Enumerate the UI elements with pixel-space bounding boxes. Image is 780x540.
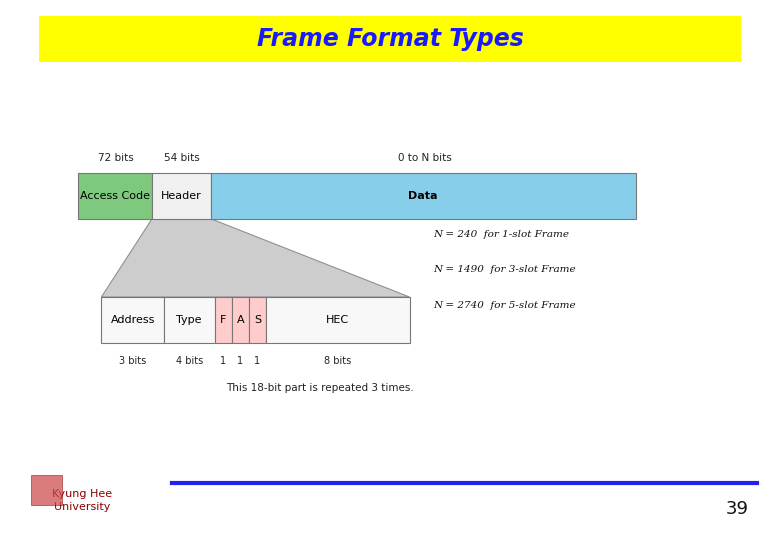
Text: F: F xyxy=(220,315,226,325)
Text: 1: 1 xyxy=(220,356,226,367)
Text: Data: Data xyxy=(409,191,438,201)
Polygon shape xyxy=(101,219,410,297)
FancyBboxPatch shape xyxy=(266,297,410,343)
Text: N = 2740  for 5-slot Frame: N = 2740 for 5-slot Frame xyxy=(433,301,576,309)
Text: Header: Header xyxy=(161,191,202,201)
Text: N = 240  for 1-slot Frame: N = 240 for 1-slot Frame xyxy=(433,231,569,239)
FancyBboxPatch shape xyxy=(164,297,214,343)
Text: N = 1490  for 3-slot Frame: N = 1490 for 3-slot Frame xyxy=(433,266,576,274)
FancyBboxPatch shape xyxy=(78,173,152,219)
FancyBboxPatch shape xyxy=(232,297,249,343)
FancyBboxPatch shape xyxy=(31,475,62,505)
Text: 54 bits: 54 bits xyxy=(164,153,200,163)
Text: 1: 1 xyxy=(254,356,261,367)
Text: 8 bits: 8 bits xyxy=(324,356,351,367)
Text: 72 bits: 72 bits xyxy=(98,153,133,163)
Text: Kyung Hee
University: Kyung Hee University xyxy=(51,489,112,512)
Text: A: A xyxy=(236,315,244,325)
Text: 1: 1 xyxy=(237,356,243,367)
Text: S: S xyxy=(254,315,261,325)
Text: Address: Address xyxy=(111,315,154,325)
Text: Frame Format Types: Frame Format Types xyxy=(257,27,523,51)
FancyBboxPatch shape xyxy=(39,16,741,62)
FancyBboxPatch shape xyxy=(152,173,211,219)
FancyBboxPatch shape xyxy=(211,173,636,219)
Text: 3 bits: 3 bits xyxy=(119,356,146,367)
Text: This 18-bit part is repeated 3 times.: This 18-bit part is repeated 3 times. xyxy=(226,383,414,394)
Text: 4 bits: 4 bits xyxy=(176,356,203,367)
FancyBboxPatch shape xyxy=(215,297,232,343)
Text: 39: 39 xyxy=(726,501,749,518)
Text: Type: Type xyxy=(176,315,202,325)
Text: 0 to N bits: 0 to N bits xyxy=(399,153,452,163)
Text: Access Code: Access Code xyxy=(80,191,150,201)
FancyBboxPatch shape xyxy=(249,297,266,343)
Text: HEC: HEC xyxy=(326,315,349,325)
FancyBboxPatch shape xyxy=(101,297,164,343)
